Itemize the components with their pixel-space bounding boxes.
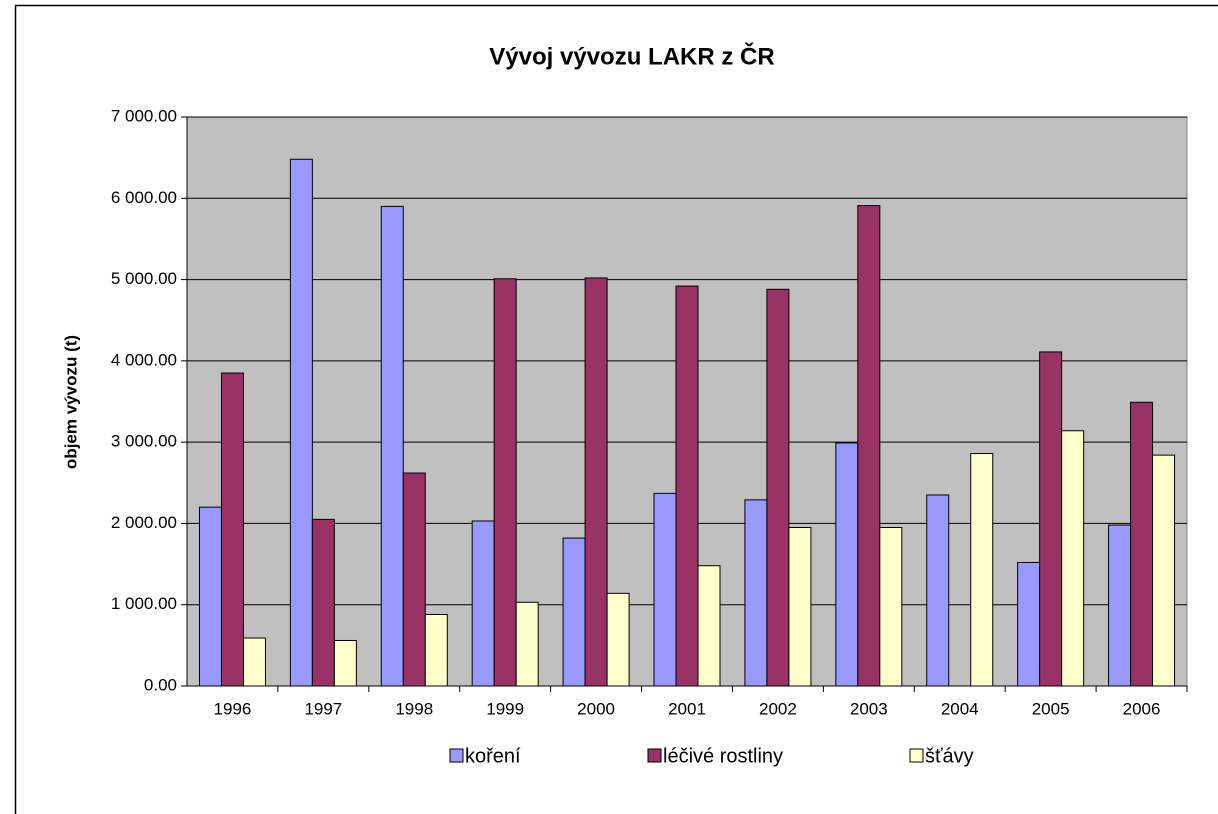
bar [744,499,768,687]
bar [289,158,313,687]
bar [857,205,881,687]
bar [1017,561,1041,687]
x-tick-label: 2006 [1123,699,1161,718]
legend-label: koření [465,745,521,767]
bar [424,613,448,687]
legend-swatch [647,748,662,763]
bar [198,506,222,687]
x-tick-label: 1997 [304,699,342,718]
y-tick-label: 0.00 [144,675,177,694]
x-tick-label: 2001 [668,699,706,718]
bar [242,637,266,687]
y-tick-label: 2 000.00 [111,513,177,532]
bar [220,372,244,687]
bar [584,277,608,687]
y-tick-label: 4 000.00 [111,350,177,369]
y-tick-label: 3 000.00 [111,432,177,451]
bar [1061,430,1085,687]
bar [1039,351,1063,687]
bar [493,278,517,687]
legend-swatch [449,748,464,763]
x-tick-label: 2005 [1032,699,1070,718]
x-tick-label: 2000 [577,699,615,718]
y-axis-title: objem vývozu (t) [61,335,80,469]
y-tick-label: 6 000.00 [111,188,177,207]
bar [333,639,357,687]
x-tick-label: 1998 [395,699,433,718]
bar [1152,454,1176,687]
bar [562,537,586,687]
bar [471,520,495,687]
bar [926,494,950,687]
x-tick-label: 2004 [941,699,979,718]
legend-swatch [909,748,924,763]
bar [653,492,677,687]
x-tick-label: 2003 [850,699,888,718]
chart-title: Vývoj vývozu LAKR z ČR [489,42,774,70]
bar [675,285,699,687]
y-tick-label: 1 000.00 [111,594,177,613]
bar [788,526,812,687]
legend-label: šťávy [925,745,974,767]
bar [515,601,539,687]
bar [311,518,335,687]
bar [1130,401,1154,687]
bar [1108,524,1132,687]
bar [380,205,404,687]
bar [697,565,721,687]
y-tick-label: 7 000.00 [111,106,177,125]
x-tick-label: 1996 [214,699,252,718]
legend-label: léčivé rostliny [663,745,783,767]
bar [766,288,790,687]
bar [970,453,994,687]
bar [879,526,903,687]
y-tick-label: 5 000.00 [111,269,177,288]
bar [402,472,426,687]
x-tick-label: 1999 [486,699,524,718]
bar [835,442,859,687]
bar [606,592,630,687]
x-tick-label: 2002 [759,699,797,718]
